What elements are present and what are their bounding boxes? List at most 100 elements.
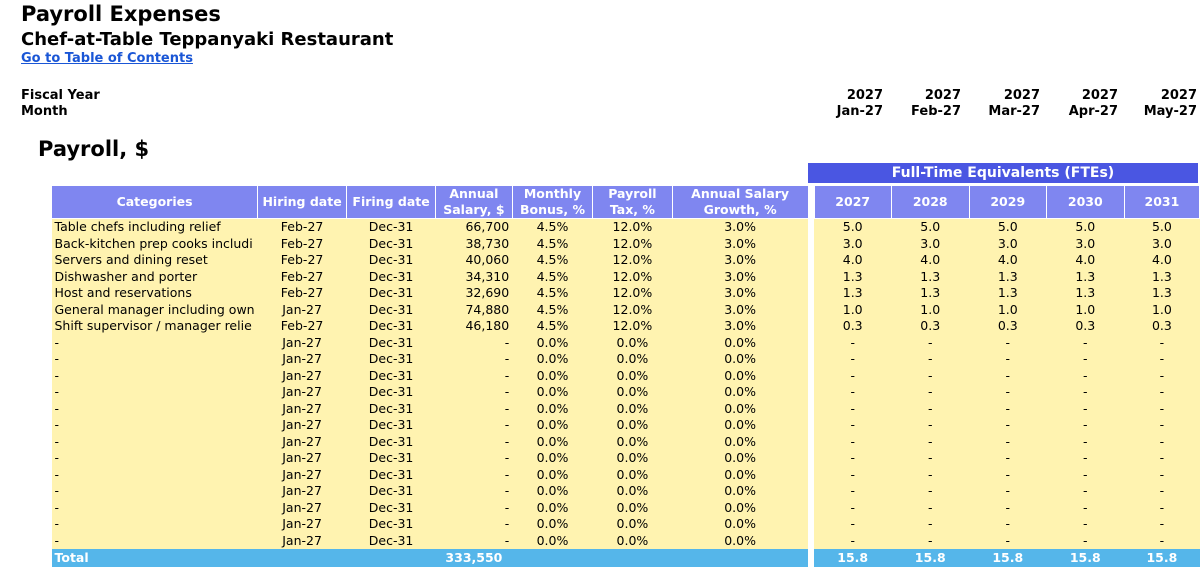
row-hiring-date[interactable]: Jan-27 (257, 532, 347, 549)
row-payroll-tax[interactable]: 0.0% (592, 450, 673, 467)
row-firing-date[interactable]: Dec-31 (346, 318, 436, 335)
row-salary-growth[interactable]: 0.0% (672, 532, 809, 549)
row-fte-value[interactable]: - (891, 367, 970, 384)
row-fte-value[interactable]: 5.0 (1046, 218, 1125, 236)
row-firing-date[interactable]: Dec-31 (346, 235, 436, 252)
row-fte-value[interactable]: - (814, 351, 892, 368)
row-monthly-bonus[interactable]: 0.0% (512, 499, 593, 516)
row-payroll-tax[interactable]: 0.0% (592, 417, 673, 434)
row-fte-value[interactable]: 5.0 (969, 218, 1047, 236)
row-firing-date[interactable]: Dec-31 (346, 285, 436, 302)
row-hiring-date[interactable]: Jan-27 (257, 450, 347, 467)
row-firing-date[interactable]: Dec-31 (346, 433, 436, 450)
row-fte-value[interactable]: 1.0 (969, 301, 1047, 318)
row-fte-value[interactable]: - (814, 516, 892, 533)
row-fte-value[interactable]: - (1046, 400, 1125, 417)
row-firing-date[interactable]: Dec-31 (346, 334, 436, 351)
row-fte-value[interactable]: - (969, 499, 1047, 516)
row-monthly-bonus[interactable]: 0.0% (512, 400, 593, 417)
row-category[interactable]: Table chefs including relief (51, 218, 258, 236)
row-monthly-bonus[interactable]: 0.0% (512, 433, 593, 450)
row-category[interactable]: Dishwasher and porter (51, 268, 258, 285)
row-fte-value[interactable]: - (891, 433, 970, 450)
row-fte-value[interactable]: - (969, 367, 1047, 384)
row-hiring-date[interactable]: Feb-27 (257, 252, 347, 269)
row-firing-date[interactable]: Dec-31 (346, 384, 436, 401)
row-annual-salary[interactable]: - (435, 400, 513, 417)
row-fte-value[interactable]: - (1124, 400, 1200, 417)
row-payroll-tax[interactable]: 0.0% (592, 483, 673, 500)
row-salary-growth[interactable]: 0.0% (672, 483, 809, 500)
row-hiring-date[interactable]: Feb-27 (257, 235, 347, 252)
row-firing-date[interactable]: Dec-31 (346, 466, 436, 483)
row-fte-value[interactable]: - (891, 532, 970, 549)
row-firing-date[interactable]: Dec-31 (346, 268, 436, 285)
row-annual-salary[interactable]: 66,700 (435, 218, 513, 236)
row-fte-value[interactable]: 4.0 (1124, 252, 1200, 269)
row-fte-value[interactable]: 4.0 (969, 252, 1047, 269)
row-hiring-date[interactable]: Jan-27 (257, 301, 347, 318)
row-payroll-tax[interactable]: 0.0% (592, 351, 673, 368)
row-fte-value[interactable]: 3.0 (1046, 235, 1125, 252)
row-fte-value[interactable]: - (814, 367, 892, 384)
row-fte-value[interactable]: - (814, 433, 892, 450)
row-payroll-tax[interactable]: 0.0% (592, 516, 673, 533)
row-monthly-bonus[interactable]: 0.0% (512, 466, 593, 483)
row-annual-salary[interactable]: - (435, 532, 513, 549)
row-annual-salary[interactable]: - (435, 384, 513, 401)
row-monthly-bonus[interactable]: 0.0% (512, 532, 593, 549)
row-category[interactable]: - (51, 483, 258, 500)
row-annual-salary[interactable]: 34,310 (435, 268, 513, 285)
row-fte-value[interactable]: - (814, 384, 892, 401)
row-payroll-tax[interactable]: 12.0% (592, 301, 673, 318)
row-fte-value[interactable]: 1.0 (814, 301, 892, 318)
row-fte-value[interactable]: - (1124, 499, 1200, 516)
row-annual-salary[interactable]: 32,690 (435, 285, 513, 302)
row-salary-growth[interactable]: 0.0% (672, 384, 809, 401)
row-salary-growth[interactable]: 0.0% (672, 433, 809, 450)
row-fte-value[interactable]: 1.3 (969, 285, 1047, 302)
row-fte-value[interactable]: - (814, 400, 892, 417)
row-hiring-date[interactable]: Jan-27 (257, 384, 347, 401)
row-firing-date[interactable]: Dec-31 (346, 367, 436, 384)
row-salary-growth[interactable]: 0.0% (672, 450, 809, 467)
row-category[interactable]: - (51, 516, 258, 533)
row-monthly-bonus[interactable]: 4.5% (512, 318, 593, 335)
row-hiring-date[interactable]: Jan-27 (257, 483, 347, 500)
row-fte-value[interactable]: - (1046, 367, 1125, 384)
row-fte-value[interactable]: 3.0 (1124, 235, 1200, 252)
row-fte-value[interactable]: - (969, 334, 1047, 351)
row-fte-value[interactable]: - (814, 450, 892, 467)
row-category[interactable]: - (51, 351, 258, 368)
row-firing-date[interactable]: Dec-31 (346, 351, 436, 368)
row-fte-value[interactable]: - (891, 351, 970, 368)
row-payroll-tax[interactable]: 12.0% (592, 285, 673, 302)
row-fte-value[interactable]: 3.0 (891, 235, 970, 252)
row-fte-value[interactable]: - (1124, 516, 1200, 533)
row-fte-value[interactable]: - (891, 334, 970, 351)
row-fte-value[interactable]: - (1046, 384, 1125, 401)
row-fte-value[interactable]: - (1046, 450, 1125, 467)
row-payroll-tax[interactable]: 0.0% (592, 334, 673, 351)
row-fte-value[interactable]: - (891, 483, 970, 500)
row-salary-growth[interactable]: 3.0% (672, 301, 809, 318)
row-category[interactable]: Back-kitchen prep cooks includi (51, 235, 258, 252)
row-fte-value[interactable]: 1.3 (969, 268, 1047, 285)
row-salary-growth[interactable]: 3.0% (672, 318, 809, 335)
row-hiring-date[interactable]: Jan-27 (257, 400, 347, 417)
row-fte-value[interactable]: 5.0 (891, 218, 970, 236)
row-fte-value[interactable]: - (1124, 450, 1200, 467)
row-fte-value[interactable]: - (1124, 351, 1200, 368)
row-firing-date[interactable]: Dec-31 (346, 417, 436, 434)
row-annual-salary[interactable]: - (435, 499, 513, 516)
row-fte-value[interactable]: - (814, 483, 892, 500)
row-fte-value[interactable]: - (1124, 433, 1200, 450)
row-salary-growth[interactable]: 0.0% (672, 400, 809, 417)
row-fte-value[interactable]: - (1046, 433, 1125, 450)
row-fte-value[interactable]: - (1046, 499, 1125, 516)
row-category[interactable]: - (51, 334, 258, 351)
row-salary-growth[interactable]: 3.0% (672, 218, 809, 236)
row-fte-value[interactable]: - (1046, 334, 1125, 351)
row-category[interactable]: - (51, 532, 258, 549)
row-payroll-tax[interactable]: 0.0% (592, 499, 673, 516)
